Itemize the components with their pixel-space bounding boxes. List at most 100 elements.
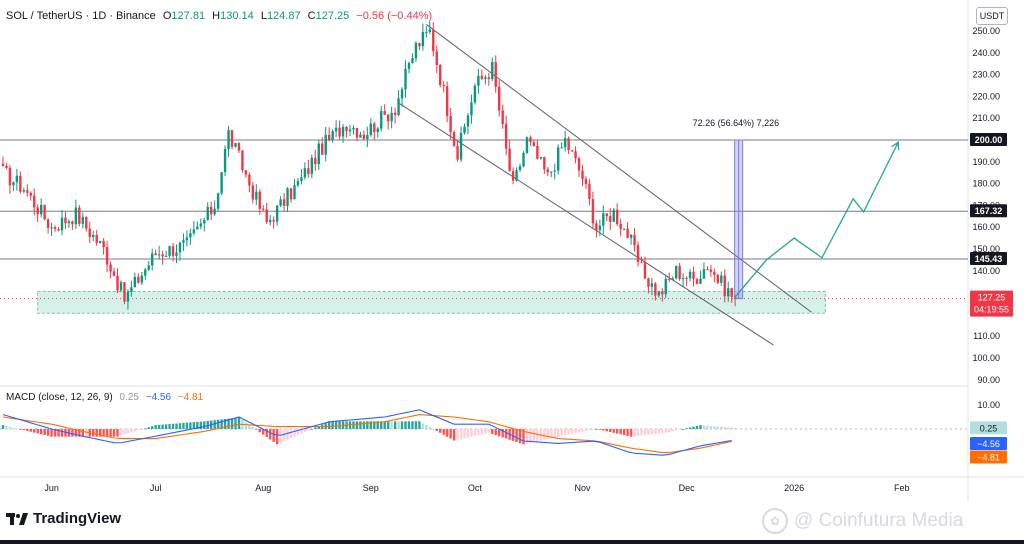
candle-body [498, 86, 501, 111]
candle-body [1, 163, 5, 166]
macd-histogram-bar [317, 425, 320, 429]
candle-body [421, 31, 425, 47]
candle-body [362, 134, 366, 140]
symbol-label: SOL / TetherUS · 1D · Binance [6, 10, 156, 22]
macd-histogram-bar [546, 429, 549, 439]
macd-histogram-bar [380, 421, 383, 429]
macd-histogram-bar [393, 421, 397, 429]
candle-body [400, 89, 404, 99]
macd-histogram-bar [477, 429, 480, 436]
macd-histogram-bar [355, 421, 359, 429]
candle-body [702, 269, 706, 279]
macd-histogram-bar [400, 421, 404, 429]
candle-body [130, 287, 133, 292]
macd-histogram-bar [695, 425, 699, 429]
macd-histogram-bar [161, 424, 164, 429]
macd-histogram-bar [95, 429, 98, 437]
macd-histogram-bar [265, 429, 268, 438]
macd-histogram-bar [685, 428, 688, 430]
candle-body [373, 123, 376, 132]
macd-histogram-bar [64, 429, 67, 437]
macd-histogram-bar [640, 429, 643, 436]
candle-body [657, 291, 661, 296]
candle-body [664, 278, 667, 295]
macd-histogram-bar [147, 427, 150, 429]
candle-body [67, 221, 71, 224]
macd-histogram-bar [327, 421, 331, 429]
currency-button[interactable]: USDT [976, 7, 1008, 25]
chart-header: SOL / TetherUS · 1D · Binance O127.81 H1… [6, 10, 432, 22]
macd-histogram-bar [404, 421, 407, 429]
macd-histogram-bar [515, 429, 518, 443]
macd-signal-line [2, 414, 732, 454]
macd-histogram-bar [331, 421, 334, 429]
candle-body [477, 75, 480, 86]
candle-body [418, 42, 421, 47]
candle-body [359, 134, 362, 138]
level-price-tag-label: 167.32 [975, 206, 1003, 216]
candle-body [518, 166, 522, 171]
high-label: H [212, 10, 221, 22]
candle-body [147, 265, 150, 270]
macd-histogram-bar [692, 426, 695, 429]
macd-histogram-bar [137, 429, 140, 431]
candle-body [484, 77, 487, 79]
watermark-icon: ✿ [762, 508, 788, 534]
macd-histogram-bar [442, 429, 445, 435]
candle-body [515, 170, 518, 181]
macd-histogram-bar [452, 429, 456, 441]
candle-body [248, 174, 251, 186]
macd-histogram-bar [574, 429, 577, 434]
macd-histogram-bar [494, 429, 497, 436]
macd-histogram-bar [532, 429, 536, 443]
candle-body [425, 31, 428, 33]
macd-histogram-bar [324, 422, 327, 429]
macd-histogram-bar [19, 429, 22, 430]
candle-body [196, 226, 199, 230]
time-tick-label: Jun [44, 483, 59, 493]
macd-histogram-bar [105, 429, 109, 437]
candle-body [258, 191, 261, 209]
macd-histogram-bar [619, 429, 622, 435]
macd-histogram-bar [223, 419, 227, 429]
macd-histogram-bar [668, 429, 671, 433]
candle-body [688, 271, 692, 279]
candle-body [636, 245, 640, 263]
candle-body [668, 278, 671, 280]
macd-histogram-bar [43, 429, 46, 436]
candle-body [445, 86, 449, 116]
candle-body [473, 85, 477, 103]
candle-body [46, 219, 50, 228]
macd-histogram-bar [518, 429, 522, 444]
macd-histogram-bar [643, 429, 647, 436]
macd-histogram-bar [525, 429, 529, 444]
macd-histogram-bar [598, 429, 602, 430]
candle-body [116, 275, 119, 291]
candle-body [529, 137, 532, 143]
price-tick-label: 160.00 [972, 222, 1000, 232]
macd-histogram-bar [636, 429, 640, 436]
macd-histogram-bar [418, 421, 421, 429]
macd-histogram-bar [314, 427, 317, 429]
candle-body [251, 185, 255, 200]
candle-body [133, 276, 137, 288]
macd-histogram-bar [26, 429, 29, 431]
macd-histogram-bar [397, 421, 400, 429]
candle-body [199, 223, 202, 227]
candle-body [595, 223, 598, 231]
footer-divider [0, 540, 1024, 544]
candle-body [466, 115, 470, 127]
macd-histogram-bar [244, 422, 248, 429]
candle-body [508, 148, 511, 172]
tradingview-brand[interactable]: TradingView [6, 510, 121, 527]
support-zone [37, 291, 826, 314]
candle-body [681, 277, 685, 280]
candle-body [650, 283, 654, 287]
macd-histogram-bar [699, 425, 702, 429]
macd-histogram-bar [661, 429, 664, 434]
macd-histogram-bar [119, 429, 123, 436]
time-tick-label: Aug [255, 483, 271, 493]
candle-body [324, 134, 327, 155]
